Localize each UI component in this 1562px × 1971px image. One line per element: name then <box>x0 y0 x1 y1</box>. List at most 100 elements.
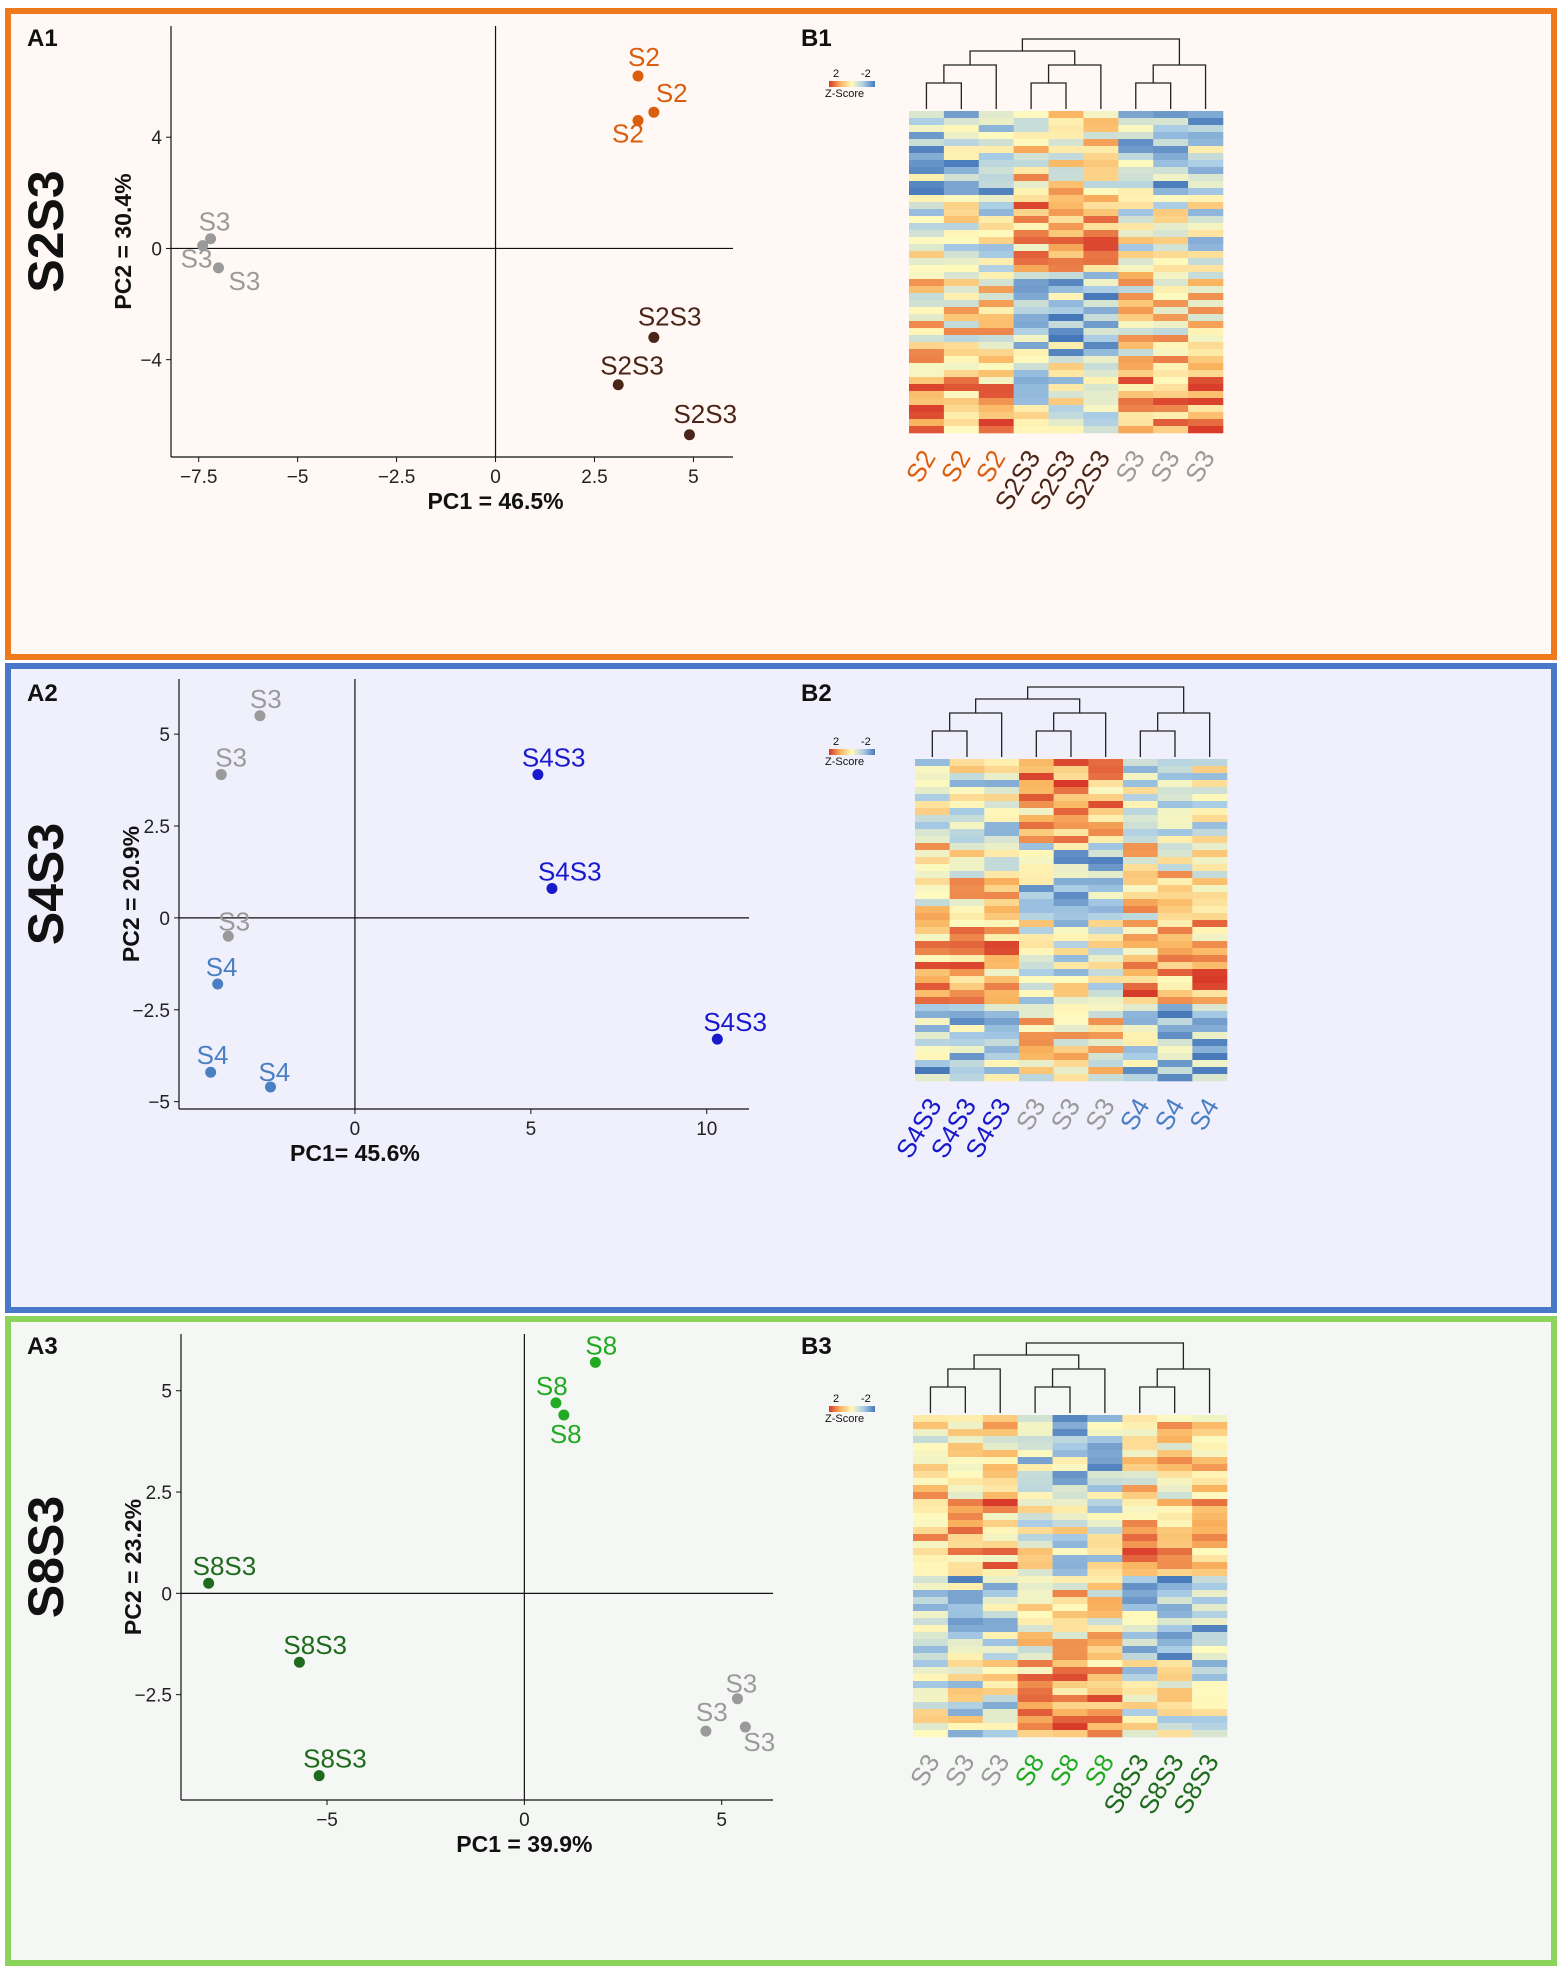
heatmap-cell <box>978 314 1014 322</box>
heatmap-cell <box>1087 1604 1123 1612</box>
heatmap-cell <box>1019 878 1054 886</box>
heatmap-cell <box>1087 1464 1123 1472</box>
heatmap-cell <box>1087 1597 1123 1605</box>
legend-title: Z-Score <box>825 1413 864 1425</box>
heatmap-cell <box>978 405 1014 413</box>
heatmap-cell <box>909 111 945 119</box>
heatmap-cell <box>943 188 980 196</box>
heatmap-cell <box>913 1534 949 1542</box>
heatmap-cell <box>1122 1681 1158 1689</box>
heatmap-cell <box>1013 265 1049 273</box>
heatmap-cell <box>1053 1039 1089 1047</box>
heatmap-cell <box>1192 815 1228 823</box>
heatmap-cell <box>1157 927 1193 935</box>
heatmap-cell <box>1153 223 1189 231</box>
heatmap-cell <box>1192 1667 1228 1675</box>
heatmap-cell <box>1083 258 1119 266</box>
heatmap-cell <box>1123 836 1158 844</box>
heatmap-cell <box>1019 1032 1054 1040</box>
heatmap-cell <box>909 293 945 301</box>
heatmap-cell <box>978 174 1014 182</box>
heatmap-cell <box>1048 111 1084 119</box>
heatmap-cell <box>1188 314 1224 322</box>
heatmap-cell <box>947 1506 984 1514</box>
heatmap-cell <box>947 1618 984 1626</box>
heatmap-cell <box>1088 997 1124 1005</box>
heatmap-cell <box>1157 1074 1193 1082</box>
heatmap-cell <box>949 941 985 949</box>
heatmap-cell <box>909 258 945 266</box>
heatmap-cell <box>1052 1604 1088 1612</box>
x-tick-label: 2.5 <box>581 467 607 488</box>
heatmap-cell <box>1157 1695 1193 1703</box>
heatmap-cell <box>1118 412 1154 420</box>
heatmap-cell <box>1157 1443 1193 1451</box>
heatmap-cell <box>1053 871 1089 879</box>
heatmap-cell <box>982 1492 1018 1500</box>
heatmap-cell <box>1192 1562 1228 1570</box>
heatmap-cell <box>978 125 1014 133</box>
heatmap-cell <box>1118 216 1154 224</box>
heatmap-cell <box>1088 906 1124 914</box>
heatmap-column-label: S4 <box>1114 1093 1156 1136</box>
heatmap-cell <box>1118 174 1154 182</box>
heatmap-cell <box>1188 174 1224 182</box>
heatmap-cell <box>1048 412 1084 420</box>
data-point <box>700 1725 712 1737</box>
heatmap-cell <box>1153 167 1189 175</box>
heatmap-cell <box>947 1639 984 1647</box>
heatmap-cell <box>1153 244 1189 252</box>
heatmap-cell <box>1087 1632 1123 1640</box>
heatmap-cell <box>949 1039 985 1047</box>
heatmap-cell <box>915 920 950 928</box>
heatmap-cell <box>984 1060 1020 1068</box>
heatmap-cell <box>1157 1583 1193 1591</box>
heatmap-cell <box>1192 955 1228 963</box>
heatmap-cell <box>982 1478 1018 1486</box>
heatmap-cell <box>1123 1018 1158 1026</box>
heatmap-column-label: S4 <box>1183 1093 1225 1136</box>
heatmap-cell <box>1188 153 1224 161</box>
heatmap-cell <box>982 1485 1018 1493</box>
heatmap-cell <box>1157 1653 1193 1661</box>
heatmap-cell <box>1192 1046 1228 1054</box>
heatmap-cell <box>949 976 985 984</box>
heatmap-cell <box>913 1632 949 1640</box>
heatmap-cell <box>1088 794 1124 802</box>
heatmap-cell <box>1192 1632 1228 1640</box>
heatmap-cell <box>1048 237 1084 245</box>
heatmap-cell <box>1013 356 1049 364</box>
heatmap-cell <box>978 181 1014 189</box>
heatmap-cell <box>913 1499 949 1507</box>
heatmap-cell <box>1192 1646 1228 1654</box>
heatmap-cell <box>1019 1004 1054 1012</box>
heatmap-cell <box>943 363 980 371</box>
x-tick-label: 0 <box>350 1119 361 1140</box>
heatmap-cell <box>1052 1429 1088 1437</box>
heatmap-cell <box>915 766 950 774</box>
x-tick-label: −5 <box>287 467 309 488</box>
heatmap-cell <box>1083 132 1119 140</box>
heatmap-cell <box>1083 153 1119 161</box>
heatmap-cell <box>1088 1060 1124 1068</box>
heatmap-cell <box>1123 1067 1158 1075</box>
heatmap-cell <box>1118 244 1154 252</box>
heatmap-cell <box>949 969 985 977</box>
pca-panel-label: A2 <box>27 680 58 707</box>
point-label: S8S3 <box>303 1744 367 1774</box>
heatmap-cell <box>949 787 985 795</box>
heatmap-cell <box>1122 1695 1158 1703</box>
heatmap-cell <box>1157 913 1193 921</box>
heatmap-cell <box>913 1527 949 1535</box>
heatmap-cell <box>1122 1730 1158 1738</box>
heatmap-cell <box>1153 146 1189 154</box>
y-axis-title: PC2 = 23.2% <box>120 1499 146 1635</box>
heatmap-cell <box>1053 787 1089 795</box>
heatmap-cell <box>1019 885 1054 893</box>
heatmap-cell <box>1157 1492 1193 1500</box>
heatmap-cell <box>1017 1443 1053 1451</box>
heatmap-cell <box>1153 181 1189 189</box>
heatmap-cell <box>949 766 985 774</box>
heatmap-cell <box>978 139 1014 147</box>
heatmap-cell <box>1157 1681 1193 1689</box>
